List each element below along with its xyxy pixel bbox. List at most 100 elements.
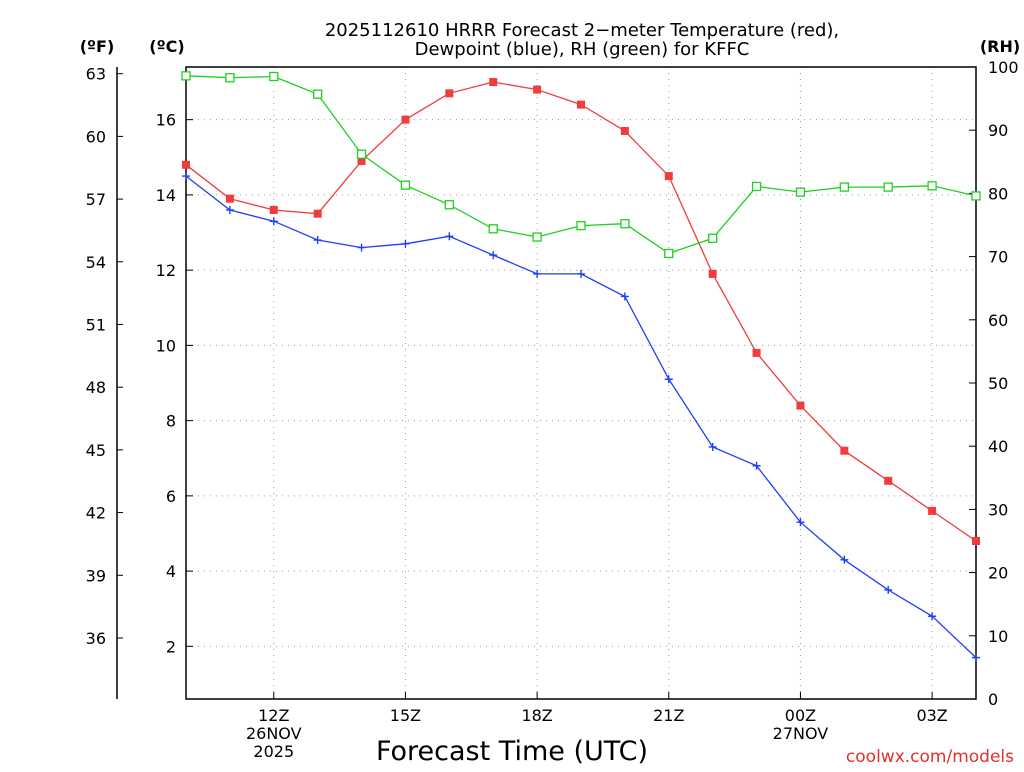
rh-point	[444, 200, 454, 210]
x-axis-label: Forecast Time (UTC)	[376, 736, 648, 767]
dewpoint-point	[708, 442, 717, 451]
dewpoint-line	[185, 175, 977, 659]
plot-frame	[185, 66, 977, 700]
rh-unit-label: (RH)	[980, 37, 1020, 56]
rh-tick-label: 40	[988, 437, 1008, 456]
fahrenheit-tick-label: 57	[86, 190, 106, 209]
temperature-point	[928, 506, 937, 515]
x-tick-label: 00Z	[785, 706, 816, 725]
x-tick-label: 21Z	[653, 706, 684, 725]
dewpoint-point	[664, 375, 673, 384]
fahrenheit-unit-label: (ºF)	[80, 37, 115, 56]
x-tick-label: 26NOV	[246, 724, 302, 743]
temperature-point	[884, 476, 893, 485]
rh-tick-label: 100	[988, 58, 1019, 77]
rh-point	[313, 89, 323, 99]
rh-tick-label: 80	[988, 184, 1008, 203]
rh-tick-label: 90	[988, 121, 1008, 140]
dewpoint-point	[182, 172, 190, 181]
rh-tick-label: 10	[988, 627, 1008, 646]
dewpoint-point	[884, 585, 893, 594]
fahrenheit-tick-label: 63	[86, 65, 106, 84]
fahrenheit-tick-label: 42	[86, 504, 106, 523]
x-tick-label: 15Z	[390, 706, 421, 725]
rh-point	[269, 71, 279, 82]
temperature-point	[664, 172, 673, 181]
dewpoint-point	[269, 217, 278, 226]
rh-tick-label: 60	[988, 311, 1008, 330]
fahrenheit-tick-label: 60	[86, 127, 106, 146]
temperature-point	[972, 537, 980, 545]
dewpoint-point	[577, 269, 585, 278]
temperature-point	[577, 100, 585, 109]
fahrenheit-tick-label: 48	[86, 378, 106, 397]
fahrenheit-tick-label: 51	[86, 315, 106, 334]
dewpoint-point	[533, 269, 542, 278]
rh-point	[839, 182, 849, 192]
rh-point	[488, 224, 498, 234]
rh-point	[181, 71, 191, 81]
dewpoint-point	[752, 461, 761, 470]
x-tick-label: 2025	[253, 742, 294, 761]
x-tick-label: 03Z	[916, 706, 947, 725]
temperature-point	[182, 160, 190, 169]
temperature-point	[269, 205, 278, 214]
celsius-tick-label: 6	[166, 487, 176, 506]
temperature-point	[840, 446, 849, 455]
celsius-tick-label: 4	[166, 562, 176, 581]
series-dewpoint	[182, 172, 980, 662]
temperature-point	[225, 194, 234, 203]
dewpoint-point	[225, 205, 234, 214]
rh-point	[620, 219, 630, 229]
rh-point	[883, 182, 893, 192]
dewpoint-point	[620, 292, 629, 301]
dewpoint-point	[357, 243, 366, 252]
dewpoint-point	[313, 236, 322, 245]
temperature-point	[445, 89, 454, 98]
temperature-line	[185, 81, 977, 542]
rh-tick-label: 70	[988, 248, 1008, 267]
celsius-unit-label: (ºC)	[149, 37, 184, 56]
rh-tick-label: 20	[988, 564, 1008, 583]
rh-point	[356, 149, 367, 159]
x-tick-label: 18Z	[521, 706, 552, 725]
rh-point	[576, 220, 586, 231]
celsius-tick-label: 2	[166, 637, 176, 656]
dewpoint-point	[445, 232, 454, 241]
temperature-point	[752, 348, 761, 357]
rh-point	[708, 233, 718, 243]
series-layer	[181, 71, 981, 662]
temperature-point	[708, 269, 717, 278]
celsius-tick-label: 14	[156, 186, 176, 205]
x-tick-label: 27NOV	[773, 724, 829, 743]
celsius-tick-label: 16	[156, 111, 176, 130]
rh-point	[664, 248, 674, 259]
series-rh	[181, 71, 981, 259]
rh-tick-label: 0	[988, 690, 998, 709]
source-credit: coolwx.com/models	[846, 747, 1014, 767]
rh-point	[225, 73, 235, 83]
temperature-point	[313, 209, 322, 218]
temperature-point	[357, 157, 366, 166]
temperature-point	[489, 78, 498, 87]
chart-title-line-2: Dewpoint (blue), RH (green) for KFFC	[415, 39, 750, 60]
dewpoint-point	[401, 239, 410, 248]
rh-point	[927, 181, 937, 191]
rh-point	[532, 232, 542, 242]
dewpoint-point	[972, 653, 980, 662]
temperature-point	[401, 115, 410, 124]
temperature-point	[796, 401, 805, 410]
dewpoint-point	[489, 251, 498, 260]
axes-layer: 2 4 6 8 10 12 14 16 36 39 42 45 48 51 54 57 60 63 0 10 20 30 4…	[86, 58, 1019, 761]
rh-point	[751, 181, 762, 192]
celsius-tick-label: 12	[156, 261, 176, 280]
celsius-tick-label: 8	[166, 412, 176, 431]
temperature-point	[533, 85, 542, 94]
dewpoint-point	[796, 518, 805, 527]
rh-tick-label: 50	[988, 374, 1008, 393]
rh-point	[971, 191, 981, 201]
rh-point	[400, 180, 411, 190]
rh-tick-label: 30	[988, 500, 1008, 519]
